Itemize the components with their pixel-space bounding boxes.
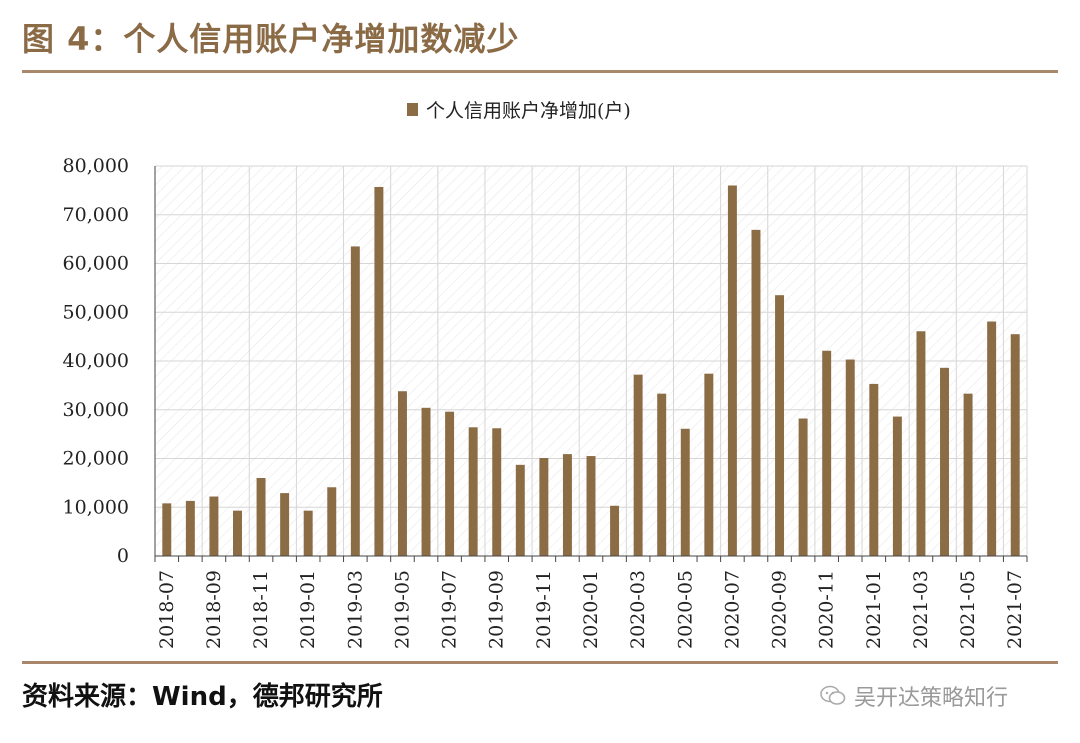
- bars-group: [162, 185, 1020, 557]
- bar-2020-10: [798, 418, 808, 556]
- x-tick-label: 2021-01: [863, 570, 885, 649]
- y-tick-label: 30,000: [63, 399, 129, 421]
- bar-2018-07: [162, 503, 172, 556]
- bar-2021-07: [1010, 334, 1020, 556]
- bar-2021-02: [892, 416, 902, 556]
- bar-2020-11: [822, 350, 832, 556]
- bar-2019-03: [350, 246, 360, 556]
- bar-2019-12: [562, 454, 572, 556]
- axes: [154, 166, 1027, 557]
- y-axis-ticks: 0 10,000 20,000 30,000 40,000 50,000 60,000 70,…: [63, 155, 129, 567]
- bar-2020-01: [586, 456, 596, 556]
- y-tick-label: 70,000: [63, 204, 129, 226]
- x-tick-label: 2020-09: [769, 570, 791, 649]
- y-tick-label: 40,000: [63, 350, 129, 372]
- bar-2019-02: [327, 487, 337, 556]
- bar-2018-12: [280, 493, 290, 556]
- x-tick-label: 2019-03: [344, 570, 366, 649]
- wechat-icon: [820, 685, 846, 705]
- bar-2020-03: [633, 374, 643, 556]
- x-tick-label: 2018-11: [250, 570, 272, 649]
- bar-2019-07: [445, 411, 455, 556]
- x-tick-label: 2020-11: [816, 570, 838, 649]
- bar-2019-11: [539, 458, 549, 556]
- bottom-divider: [22, 661, 1058, 664]
- bar-2020-07: [727, 185, 737, 556]
- bar-2019-05: [397, 391, 407, 556]
- x-tick-label: 2018-09: [203, 570, 225, 649]
- source-note: 资料来源：Wind，德邦研究所: [22, 682, 383, 712]
- legend-swatch: [407, 103, 418, 116]
- y-tick-label: 80,000: [63, 155, 129, 177]
- x-tick-label: 2021-05: [957, 570, 979, 649]
- bar-2018-08: [185, 500, 195, 556]
- bar-2018-09: [209, 496, 219, 556]
- bar-2019-09: [492, 428, 502, 556]
- x-axis-ticks: 2018-07 2018-09 2018-11 2019-01 2019-03 2019-…: [154, 556, 1028, 649]
- x-tick-label: 2019-01: [297, 570, 319, 649]
- figure-title: 图 4：个人信用账户净增加数减少: [22, 20, 520, 58]
- bar-2020-12: [845, 359, 855, 556]
- bar-2020-06: [704, 373, 714, 556]
- bar-2019-04: [374, 186, 384, 556]
- bar-2020-04: [657, 393, 667, 556]
- x-tick-label: 2020-07: [721, 570, 743, 649]
- legend-label: 个人信用账户净增加(户): [426, 100, 631, 122]
- y-tick-label: 0: [117, 545, 129, 567]
- x-tick-label: 2021-03: [910, 570, 932, 649]
- bar-2021-06: [987, 321, 997, 556]
- bar-2021-04: [940, 367, 949, 556]
- x-tick-label: 2021-07: [1004, 570, 1026, 649]
- y-tick-label: 50,000: [63, 301, 129, 323]
- watermark: 吴开达策略知行: [820, 680, 1008, 712]
- x-tick-label: 2018-07: [156, 570, 178, 649]
- y-tick-label: 10,000: [63, 496, 129, 518]
- bar-2019-01: [303, 510, 313, 556]
- y-tick-label: 20,000: [63, 448, 129, 470]
- top-divider: [22, 70, 1058, 73]
- bar-chart: 个人信用账户净增加(户) 0 10,000 20,000 30,000 40,000 50…: [63, 100, 1028, 649]
- bar-2021-03: [916, 331, 926, 556]
- bar-2020-05: [680, 428, 690, 556]
- bar-2020-08: [751, 229, 761, 557]
- bar-2018-11: [256, 478, 266, 556]
- watermark-text: 吴开达策略知行: [854, 686, 1009, 711]
- bar-2020-02: [610, 505, 620, 556]
- x-tick-label: 2019-09: [486, 570, 508, 649]
- bar-2020-09: [775, 295, 785, 556]
- bar-2019-10: [515, 464, 525, 556]
- x-tick-label: 2020-03: [627, 570, 649, 649]
- gridlines: [154, 165, 1028, 557]
- bar-2019-06: [421, 407, 431, 556]
- x-tick-label: 2019-11: [533, 570, 555, 649]
- x-tick-label: 2019-05: [391, 570, 413, 649]
- x-tick-label: 2020-01: [580, 570, 602, 649]
- y-tick-label: 60,000: [63, 253, 129, 275]
- bar-2019-08: [468, 427, 478, 556]
- chart-legend: 个人信用账户净增加(户): [407, 100, 631, 122]
- x-tick-label: 2020-05: [674, 570, 696, 649]
- bar-2021-05: [963, 393, 973, 556]
- x-tick-label: 2019-07: [439, 570, 461, 649]
- bar-2018-10: [233, 510, 242, 556]
- bar-2021-01: [869, 383, 879, 556]
